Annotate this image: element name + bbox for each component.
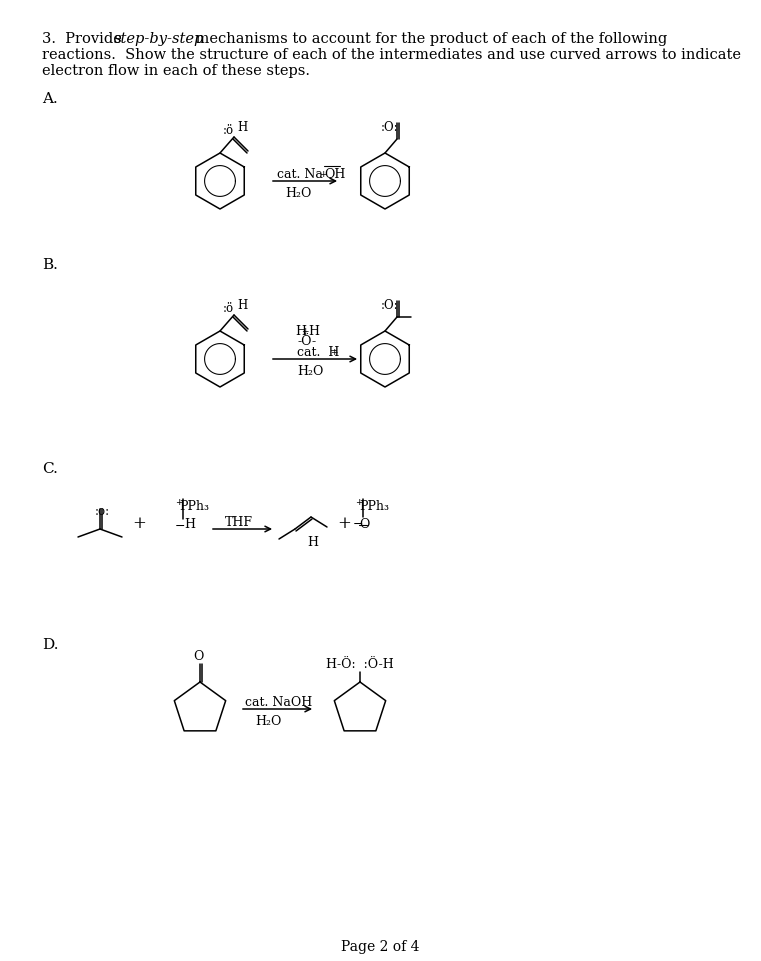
Text: +: +	[337, 515, 351, 532]
Text: H: H	[295, 325, 306, 337]
Text: cat. NaOH: cat. NaOH	[245, 695, 312, 708]
Text: H: H	[308, 325, 319, 337]
Text: PPh₃: PPh₃	[359, 500, 389, 512]
Text: B.: B.	[42, 258, 58, 272]
Text: +: +	[132, 515, 146, 532]
Text: reactions.  Show the structure of each of the intermediates and use curved arrow: reactions. Show the structure of each of…	[42, 48, 741, 62]
Text: mechanisms to account for the product of each of the following: mechanisms to account for the product of…	[191, 32, 667, 46]
Text: H₂O: H₂O	[297, 364, 323, 378]
Text: :ö: :ö	[222, 124, 234, 136]
Text: H₂O: H₂O	[255, 714, 282, 727]
Text: :ö: :ö	[222, 302, 234, 314]
Text: D.: D.	[42, 637, 59, 652]
Text: +: +	[355, 498, 362, 506]
Text: −: −	[175, 520, 186, 532]
Text: H: H	[184, 517, 195, 530]
Text: cat.  H: cat. H	[297, 346, 339, 358]
Text: PPh₃: PPh₃	[179, 500, 209, 512]
Text: O: O	[193, 650, 203, 662]
Text: +: +	[330, 348, 337, 357]
Text: H: H	[237, 299, 247, 311]
Text: 3.  Provide: 3. Provide	[42, 32, 126, 46]
Text: −: −	[353, 517, 364, 530]
Text: O: O	[359, 517, 369, 530]
Text: :O:: :O:	[381, 121, 399, 134]
Text: H: H	[237, 121, 247, 134]
Text: +: +	[319, 170, 326, 179]
Text: +: +	[301, 327, 308, 335]
Text: Page 2 of 4: Page 2 of 4	[341, 939, 419, 953]
Text: H-Ö:  :Ö-H: H-Ö: :Ö-H	[326, 657, 394, 671]
Text: H: H	[307, 535, 318, 549]
Text: OH: OH	[324, 168, 345, 181]
Text: electron flow in each of these steps.: electron flow in each of these steps.	[42, 64, 310, 78]
Text: step-by-step: step-by-step	[114, 32, 205, 46]
Text: A.: A.	[42, 92, 58, 106]
Text: C.: C.	[42, 461, 58, 476]
Text: +: +	[175, 498, 183, 506]
Text: cat. Na: cat. Na	[277, 168, 323, 181]
Text: THF: THF	[225, 515, 253, 529]
Text: :O:: :O:	[381, 299, 399, 311]
Text: :o:: :o:	[95, 505, 110, 517]
Text: -Ö-: -Ö-	[297, 334, 316, 348]
Text: H₂O: H₂O	[285, 186, 311, 200]
